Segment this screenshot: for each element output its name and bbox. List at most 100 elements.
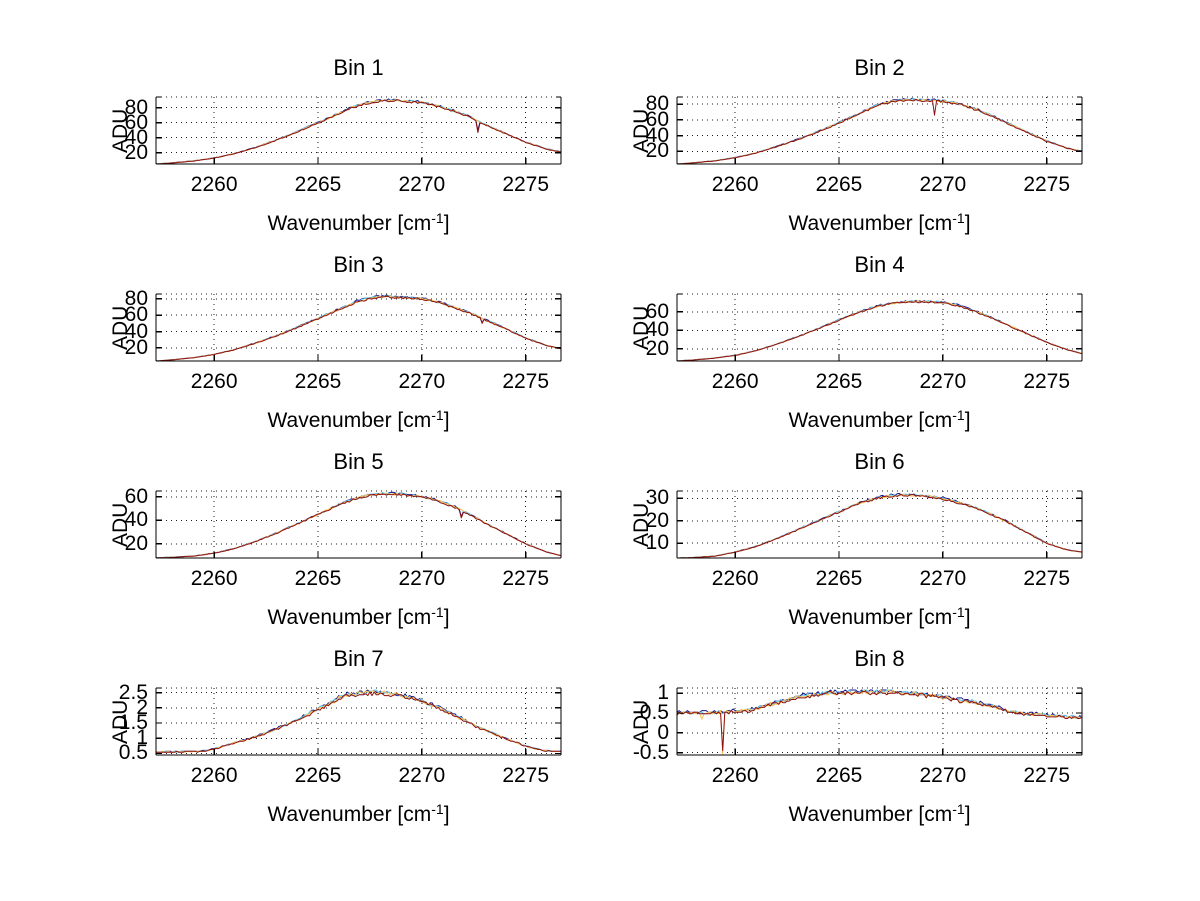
y-tick-label: 20 <box>124 335 148 359</box>
subplot-title: Bin 8 <box>854 646 905 671</box>
subplot-title: Bin 4 <box>854 252 905 277</box>
x-axis-label-text: ] <box>443 606 450 629</box>
series-line-light-blue <box>156 492 562 559</box>
x-tick-label: 2275 <box>1023 764 1071 787</box>
x-tick-label: 2265 <box>815 764 863 787</box>
y-tick-label: 60 <box>124 303 148 327</box>
x-tick-label: 2275 <box>502 567 550 590</box>
x-tick-label: 2270 <box>919 764 967 787</box>
series-line-dark-blue <box>155 294 562 362</box>
x-axis-label-text: ] <box>964 409 971 432</box>
subplot-bin-3 <box>155 293 562 362</box>
series-line-dark-red <box>155 99 562 165</box>
series-line-dark-blue <box>677 492 1083 559</box>
y-axis-label: ADU <box>109 305 132 350</box>
x-tick-label: 2260 <box>190 173 238 196</box>
subplot-bin-2 <box>676 96 1083 165</box>
series-line-light-blue <box>676 97 1083 165</box>
y-tick-label: 10 <box>645 531 669 555</box>
series-line-dark-blue <box>676 689 1083 719</box>
series-line-dark-red <box>676 300 1083 362</box>
y-tick-label: 80 <box>645 92 669 116</box>
x-tick-label: 2265 <box>294 173 342 196</box>
subplot-bin-8 <box>676 687 1083 756</box>
series-line-amber <box>676 493 1083 559</box>
x-tick-label: 2270 <box>398 567 446 590</box>
subplot-title: Bin 7 <box>333 646 384 671</box>
x-axis-label-text: Wavenumber [cm <box>788 803 953 826</box>
x-axis-label-text: Wavenumber [cm <box>788 409 953 432</box>
x-tick-label: 2270 <box>398 764 446 787</box>
subplot-title: Bin 1 <box>333 55 384 80</box>
x-axis-label-text: ] <box>443 212 450 235</box>
series-line-light-blue <box>155 689 561 753</box>
x-tick-label: 2270 <box>919 173 967 196</box>
y-tick-label: 0.5 <box>639 700 669 724</box>
y-tick-label: 60 <box>645 299 669 323</box>
series-line-light-blue <box>676 493 1083 559</box>
y-axis-label: ADU <box>109 108 132 153</box>
subplot-bin-4 <box>676 293 1083 362</box>
x-tick-label: 2265 <box>815 567 863 590</box>
x-tick-label: 2275 <box>502 370 550 393</box>
y-axis-label: ADU <box>630 699 653 744</box>
x-axis-label-text: ] <box>443 803 450 826</box>
y-tick-label: 30 <box>645 486 669 510</box>
y-axis-label: ADU <box>109 502 132 547</box>
series-line-dark-red <box>156 493 562 559</box>
y-tick-label: -0.5 <box>632 740 669 764</box>
x-axis-label-text: ] <box>964 212 971 235</box>
series-line-amber <box>677 689 1083 755</box>
subplot-bin-6 <box>676 490 1083 559</box>
x-axis-label-superscript: -1 <box>431 407 444 423</box>
x-axis-label-superscript: -1 <box>952 604 965 620</box>
x-tick-label: 2260 <box>711 764 759 787</box>
x-tick-label: 2270 <box>398 173 446 196</box>
series-line-dark-blue <box>676 97 1083 165</box>
series-line-dark-red <box>156 295 562 362</box>
x-tick-label: 2265 <box>294 370 342 393</box>
y-tick-label: 20 <box>124 531 148 555</box>
y-tick-label: 40 <box>124 125 148 149</box>
x-axis-label: Wavenumber [cm-1] <box>677 204 1082 237</box>
y-tick-label: 2.5 <box>118 680 148 704</box>
x-axis-label: Wavenumber [cm-1] <box>677 598 1082 631</box>
x-tick-label: 2265 <box>815 173 863 196</box>
x-tick-label: 2270 <box>398 370 446 393</box>
subplot-title: Bin 6 <box>854 449 905 474</box>
series-line-amber <box>155 99 562 165</box>
series-line-amber <box>155 295 562 362</box>
series-line-amber <box>155 690 561 753</box>
series-line-dark-blue <box>156 689 561 753</box>
y-tick-label: 20 <box>645 336 669 360</box>
y-tick-label: 40 <box>645 318 669 342</box>
series-line-dark-red <box>677 98 1083 165</box>
x-tick-label: 2275 <box>1023 173 1071 196</box>
y-tick-label: 20 <box>124 140 148 164</box>
subplot-bin-7 <box>155 687 562 756</box>
series-line-dark-red <box>677 493 1083 559</box>
subplot-title: Bin 5 <box>333 449 384 474</box>
x-tick-label: 2275 <box>502 173 550 196</box>
y-tick-label: 20 <box>645 139 669 163</box>
series-line-dark-red <box>676 691 1083 752</box>
x-tick-label: 2270 <box>919 370 967 393</box>
y-tick-label: 40 <box>124 319 148 343</box>
x-axis-label: Wavenumber [cm-1] <box>677 401 1082 434</box>
x-axis-label: Wavenumber [cm-1] <box>156 795 561 828</box>
y-axis-label: ADU <box>630 305 653 350</box>
y-tick-label: 60 <box>645 107 669 131</box>
y-tick-label: 20 <box>645 508 669 532</box>
y-axis-label: ADU <box>630 108 653 153</box>
x-axis-label-superscript: -1 <box>431 210 444 226</box>
y-tick-label: 80 <box>124 286 148 310</box>
x-axis-label-superscript: -1 <box>952 801 965 817</box>
subplot-bin-1 <box>155 96 562 165</box>
series-line-amber <box>676 98 1082 165</box>
x-axis-label-text: Wavenumber [cm <box>267 606 432 629</box>
y-tick-label: 0.5 <box>118 741 148 765</box>
x-tick-label: 2275 <box>1023 370 1071 393</box>
x-tick-label: 2260 <box>711 567 759 590</box>
